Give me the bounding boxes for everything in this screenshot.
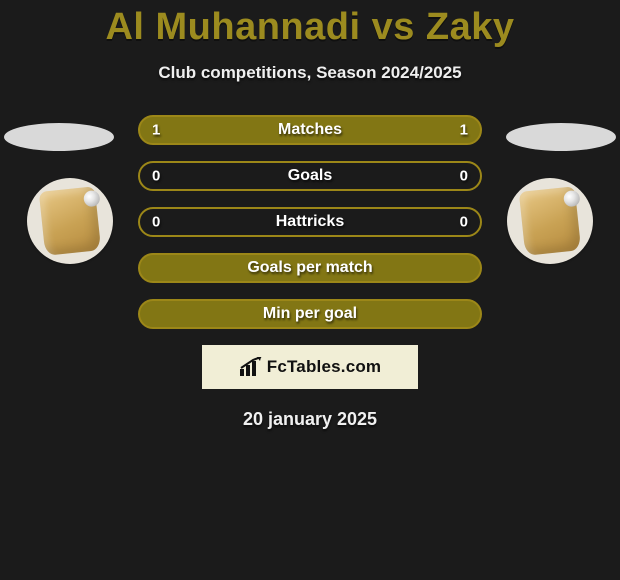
chart-icon: [239, 357, 263, 377]
stat-row: 1 Matches 1: [138, 115, 482, 145]
stat-value-left: 0: [152, 168, 160, 185]
comparison-card: Al Muhannadi vs Zaky Club competitions, …: [0, 0, 620, 580]
player-left-ellipse: [4, 123, 114, 151]
stat-row: Goals per match: [138, 253, 482, 283]
stat-label: Goals per match: [247, 259, 372, 277]
stat-value-right: 0: [460, 214, 468, 231]
date-text: 20 january 2025: [0, 409, 620, 430]
player-right-ellipse: [506, 123, 616, 151]
stat-label: Hattricks: [276, 213, 344, 231]
stat-label: Goals: [288, 167, 332, 185]
stat-value-right: 1: [460, 122, 468, 139]
trophy-icon: [519, 186, 581, 256]
subtitle: Club competitions, Season 2024/2025: [0, 63, 620, 83]
brand-badge: FcTables.com: [202, 345, 418, 389]
page-title: Al Muhannadi vs Zaky: [0, 0, 620, 49]
trophy-icon: [39, 186, 101, 256]
stat-label: Matches: [278, 121, 342, 139]
stat-row: 0 Hattricks 0: [138, 207, 482, 237]
stat-label: Min per goal: [263, 305, 357, 323]
stat-row: Min per goal: [138, 299, 482, 329]
stat-value-right: 0: [460, 168, 468, 185]
stat-value-left: 0: [152, 214, 160, 231]
brand-text: FcTables.com: [267, 357, 382, 377]
player-left-avatar: [27, 178, 113, 264]
player-right-avatar: [507, 178, 593, 264]
stat-row: 0 Goals 0: [138, 161, 482, 191]
stat-value-left: 1: [152, 122, 160, 139]
